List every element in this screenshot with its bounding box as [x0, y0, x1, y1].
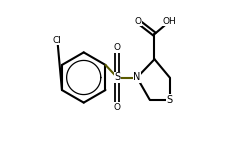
Text: O: O: [114, 43, 121, 52]
Text: O: O: [114, 103, 121, 112]
Text: O: O: [134, 17, 141, 26]
Text: N: N: [133, 73, 141, 82]
Text: S: S: [114, 73, 120, 82]
Text: OH: OH: [163, 17, 177, 26]
Text: Cl: Cl: [53, 36, 62, 45]
Text: S: S: [167, 95, 173, 105]
